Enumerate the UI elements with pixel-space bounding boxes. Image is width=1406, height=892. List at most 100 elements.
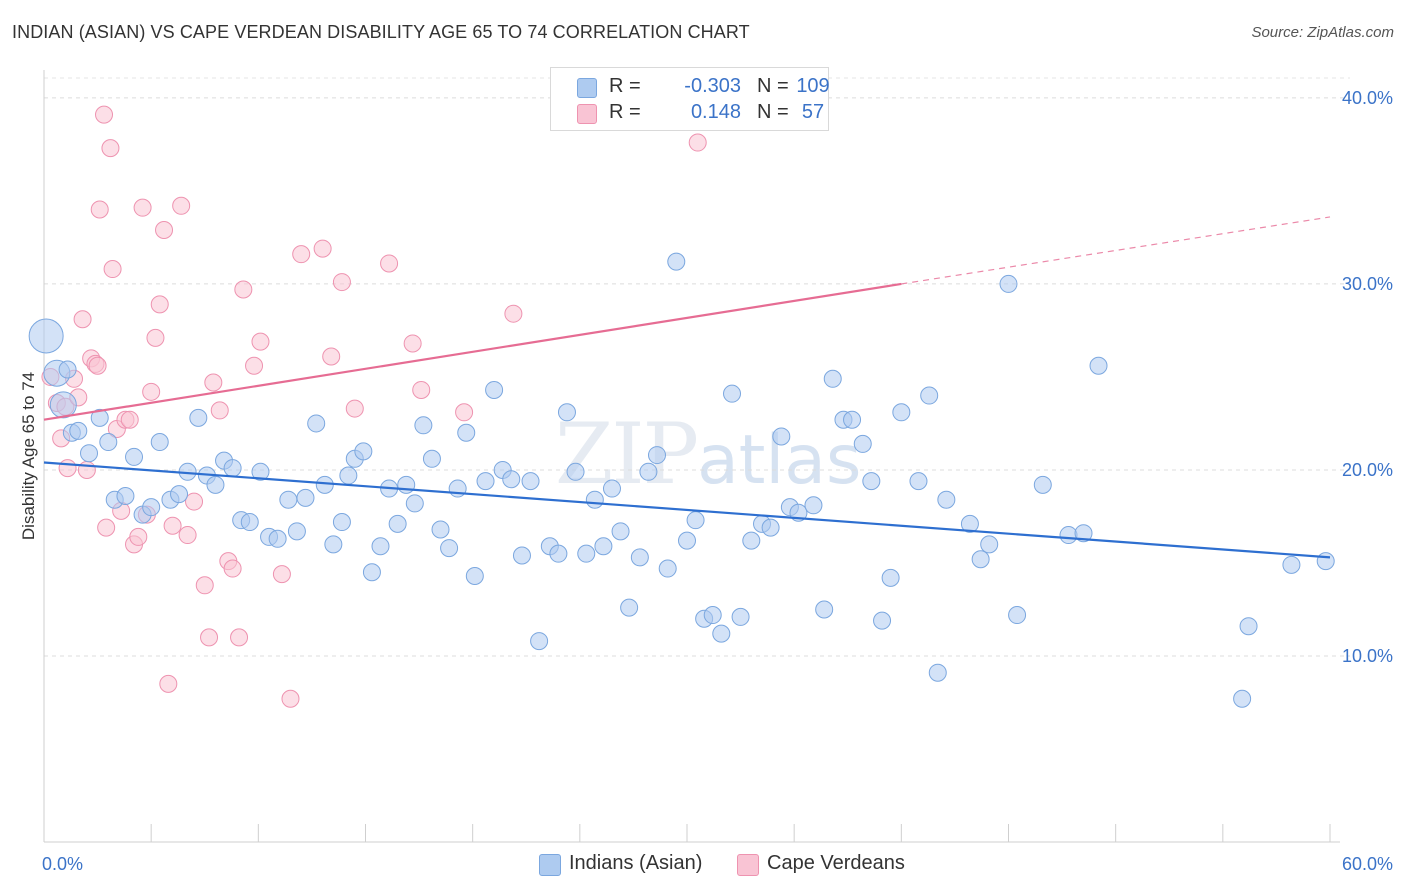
y-tick-label: 40.0% bbox=[1342, 88, 1393, 108]
point-indians bbox=[630, 548, 649, 567]
point-cape-verdeans bbox=[172, 196, 191, 215]
point-indians bbox=[332, 513, 351, 532]
point-indians bbox=[815, 600, 834, 619]
axes bbox=[43, 70, 1340, 843]
legend-r-label: R = bbox=[609, 101, 641, 123]
point-indians bbox=[1033, 475, 1052, 494]
point-cape-verdeans bbox=[120, 410, 139, 429]
point-indians bbox=[731, 607, 750, 626]
point-indians bbox=[577, 544, 596, 563]
point-indians bbox=[116, 486, 135, 505]
point-indians bbox=[960, 514, 979, 533]
point-indians bbox=[279, 490, 298, 509]
point-indians bbox=[1074, 524, 1093, 543]
point-indians bbox=[1239, 617, 1258, 636]
point-indians bbox=[742, 531, 761, 550]
point-cape-verdeans bbox=[185, 492, 204, 511]
point-indians bbox=[99, 433, 118, 452]
point-indians bbox=[881, 568, 900, 587]
point-indians bbox=[761, 518, 780, 537]
point-indians bbox=[362, 563, 381, 582]
point-indians bbox=[125, 447, 144, 466]
point-cape-verdeans bbox=[204, 373, 223, 392]
point-indians bbox=[324, 535, 343, 554]
point-indians bbox=[658, 559, 677, 578]
point-indians bbox=[512, 546, 531, 565]
legend-n-label: N = bbox=[757, 75, 789, 97]
point-cape-verdeans bbox=[455, 403, 474, 422]
point-cape-verdeans bbox=[155, 220, 174, 239]
point-indians bbox=[307, 414, 326, 433]
point-indians bbox=[170, 485, 189, 504]
point-cape-verdeans bbox=[223, 559, 242, 578]
point-cape-verdeans bbox=[332, 273, 351, 292]
point-indians bbox=[686, 511, 705, 530]
point-indians bbox=[873, 611, 892, 630]
point-indians bbox=[909, 472, 928, 491]
point-cape-verdeans bbox=[73, 310, 92, 329]
point-indians bbox=[339, 466, 358, 485]
point-cape-verdeans bbox=[403, 334, 422, 353]
point-cape-verdeans bbox=[234, 280, 253, 299]
point-indians bbox=[892, 403, 911, 422]
point-indians bbox=[414, 416, 433, 435]
point-indians bbox=[585, 490, 604, 509]
point-indians bbox=[937, 490, 956, 509]
x-tick-label: 60.0% bbox=[1342, 854, 1393, 874]
point-indians bbox=[920, 386, 939, 405]
point-cape-verdeans bbox=[90, 200, 109, 219]
point-indians bbox=[647, 446, 666, 465]
point-indians bbox=[485, 380, 504, 399]
point-indians bbox=[251, 462, 270, 481]
point-indians bbox=[431, 520, 450, 539]
point-cape-verdeans bbox=[251, 332, 270, 351]
point-cape-verdeans bbox=[146, 328, 165, 347]
axis-labels: 10.0% 20.0% 30.0% 40.0% 0.0% 60.0% Disability … bbox=[19, 88, 1393, 874]
point-indians bbox=[862, 472, 881, 491]
point-indians bbox=[823, 369, 842, 388]
point-indians bbox=[296, 488, 315, 507]
point-indians bbox=[980, 535, 999, 554]
point-indians bbox=[142, 498, 161, 517]
legend-swatch-cape-verdeans bbox=[737, 854, 759, 876]
point-indians bbox=[28, 318, 64, 354]
point-cape-verdeans bbox=[313, 239, 332, 258]
legend-n-label: N = bbox=[757, 101, 789, 123]
y-axis-label: Disability Age 65 to 74 bbox=[19, 372, 38, 540]
stats-legend: R = -0.303 N = 109 R = 0.148 N = 57 bbox=[550, 67, 830, 131]
point-cape-verdeans bbox=[178, 526, 197, 545]
point-indians bbox=[639, 462, 658, 481]
point-indians bbox=[223, 459, 242, 478]
legend-r-value: -0.303 bbox=[684, 75, 741, 97]
point-indians bbox=[388, 514, 407, 533]
legend-n-value: 57 bbox=[801, 101, 825, 123]
legend-r-label: R = bbox=[609, 75, 641, 97]
point-cape-verdeans bbox=[95, 105, 114, 124]
point-indians bbox=[58, 360, 77, 379]
chart-title: INDIAN (ASIAN) VS CAPE VERDEAN DISABILIT… bbox=[12, 22, 750, 42]
point-indians bbox=[772, 427, 791, 446]
trend-line-cape-verdeans bbox=[43, 282, 902, 421]
points-layer bbox=[28, 105, 1335, 708]
point-indians bbox=[723, 384, 742, 403]
point-indians bbox=[602, 479, 621, 498]
point-indians bbox=[268, 529, 287, 548]
point-cape-verdeans bbox=[133, 198, 152, 217]
point-indians bbox=[440, 539, 459, 558]
point-cape-verdeans bbox=[159, 674, 178, 693]
point-indians bbox=[557, 403, 576, 422]
point-indians bbox=[206, 475, 225, 494]
point-indians bbox=[457, 423, 476, 442]
point-indians bbox=[804, 496, 823, 515]
legend-swatch-indians bbox=[539, 854, 561, 876]
point-indians bbox=[405, 494, 424, 513]
series-legend: Indians (Asian) Cape Verdeans bbox=[0, 852, 1406, 878]
point-indians bbox=[703, 606, 722, 625]
point-indians bbox=[371, 537, 390, 556]
point-indians bbox=[712, 624, 731, 643]
point-indians bbox=[397, 475, 416, 494]
point-indians bbox=[843, 410, 862, 429]
point-indians bbox=[465, 566, 484, 585]
point-cape-verdeans bbox=[345, 399, 364, 418]
